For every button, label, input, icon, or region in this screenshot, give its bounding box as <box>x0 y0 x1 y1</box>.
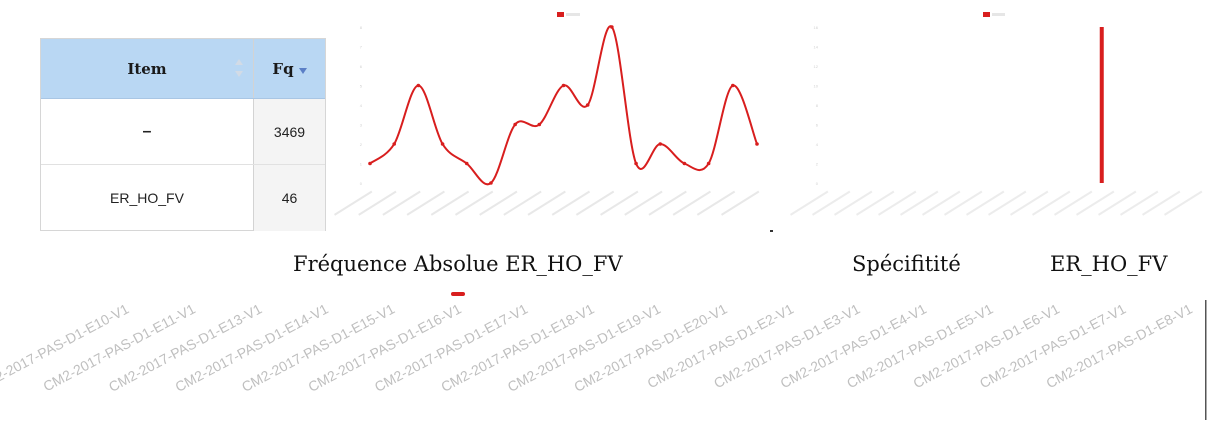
axis-marker <box>451 292 465 296</box>
right-chart-caption-label: Spécifitité <box>852 252 961 276</box>
x-tick-label-mark <box>527 190 566 216</box>
column-header-fq[interactable]: Fq <box>254 39 325 98</box>
x-tick-label-mark <box>721 190 760 216</box>
data-point <box>440 142 445 146</box>
y-tick-label: 7 <box>360 45 363 50</box>
x-tick-label-mark <box>575 190 615 216</box>
x-tick-label-mark <box>856 190 895 216</box>
x-tick-label-mark <box>944 190 983 216</box>
x-tick-label-mark <box>454 190 494 216</box>
x-tick-label-mark <box>334 190 373 216</box>
x-tick-label-mark <box>600 190 639 216</box>
data-point <box>561 83 566 88</box>
column-header-fq-label: Fq <box>272 59 294 78</box>
x-tick-label-mark <box>382 190 421 216</box>
x-tick-label-mark <box>1076 190 1115 216</box>
data-point <box>706 161 711 166</box>
x-tick-label-mark <box>479 190 518 216</box>
x-tick-label-mark <box>358 190 397 216</box>
x-tick-label-mark <box>790 190 829 216</box>
x-tick-label-mark <box>1032 190 1071 216</box>
data-point <box>416 83 421 88</box>
table-row[interactable]: ER_HO_FV 46 <box>41 165 325 231</box>
fq-cell: 3469 <box>273 123 306 140</box>
data-point <box>682 161 687 166</box>
data-point <box>513 122 517 127</box>
left-chart-caption: Fréquence Absolue ER_HO_FV <box>293 252 623 276</box>
x-tick-label-mark <box>1120 190 1159 216</box>
legend-swatch <box>557 12 564 17</box>
bar <box>1099 27 1104 183</box>
fq-cell: 46 <box>281 190 298 206</box>
x-tick-label-mark <box>551 190 591 216</box>
data-point <box>634 161 638 166</box>
data-point <box>610 25 614 29</box>
x-tick-label-mark <box>878 190 917 216</box>
x-tick-label-mark <box>430 190 470 216</box>
data-point <box>731 83 735 88</box>
y-tick-label: 2 <box>816 162 819 167</box>
sort-descending-icon[interactable] <box>298 67 307 74</box>
column-header-item[interactable]: Item <box>41 39 254 98</box>
y-tick-label: 3 <box>360 123 363 128</box>
y-tick-label: 16 <box>814 25 819 30</box>
y-tick-label: 2 <box>360 142 363 147</box>
data-point <box>585 103 590 107</box>
x-tick-label-mark <box>406 190 445 216</box>
scrollbar-edge <box>1205 300 1207 420</box>
data-point <box>464 161 469 166</box>
legend-swatch <box>983 12 990 17</box>
sort-icon[interactable] <box>235 59 243 79</box>
item-cell: ER_HO_FV <box>110 190 184 206</box>
column-header-item-label: Item <box>127 59 167 78</box>
y-tick-label: 0 <box>360 181 363 186</box>
x-tick-label-mark <box>900 190 939 216</box>
item-cell: – <box>142 122 152 140</box>
data-point <box>392 142 396 146</box>
legend-label <box>566 13 580 16</box>
x-tick-label-mark <box>1010 190 1049 216</box>
y-tick-label: 12 <box>814 64 819 69</box>
x-tick-label-mark <box>1164 190 1203 216</box>
x-tick-label-mark <box>672 190 711 216</box>
y-tick-label: 4 <box>360 103 363 108</box>
y-tick-label: 6 <box>360 64 363 69</box>
y-tick-label: 10 <box>814 84 819 89</box>
y-tick-label: 1 <box>360 162 363 167</box>
data-point <box>489 181 493 185</box>
frequency-table: Item Fq – 3469 ER_HO_FV 46 <box>40 38 326 231</box>
x-tick-label-mark <box>834 190 873 216</box>
x-tick-label-mark <box>1054 190 1093 216</box>
x-tick-label-mark <box>1142 190 1181 216</box>
x-tick-label-mark <box>966 190 1005 216</box>
legend-label <box>992 13 1005 16</box>
table-row[interactable]: – 3469 <box>41 99 325 165</box>
y-tick-label: 4 <box>816 142 819 147</box>
x-tick-label-mark <box>988 190 1027 216</box>
x-tick-label-mark <box>922 190 961 216</box>
x-tick-label-mark <box>1098 190 1137 216</box>
y-tick-label: 6 <box>816 123 819 128</box>
right-chart-caption-item: ER_HO_FV <box>1050 252 1168 276</box>
table-header-row: Item Fq <box>41 39 325 99</box>
data-point <box>537 122 542 127</box>
y-tick-label: 0 <box>816 181 819 186</box>
x-tick-label-mark <box>812 190 851 216</box>
data-point <box>658 142 663 146</box>
data-point <box>755 142 759 146</box>
data-point <box>368 161 372 166</box>
x-tick-label-mark <box>696 190 736 216</box>
axis-dot <box>770 230 773 232</box>
y-tick-label: 8 <box>360 25 363 30</box>
x-tick-label-mark <box>503 190 542 216</box>
y-tick-label: 14 <box>814 45 819 50</box>
y-tick-label: 8 <box>816 103 819 108</box>
x-tick-label-mark <box>648 190 687 216</box>
x-tick-label-mark <box>624 190 663 216</box>
series-line <box>369 25 758 186</box>
y-tick-label: 5 <box>360 84 363 89</box>
